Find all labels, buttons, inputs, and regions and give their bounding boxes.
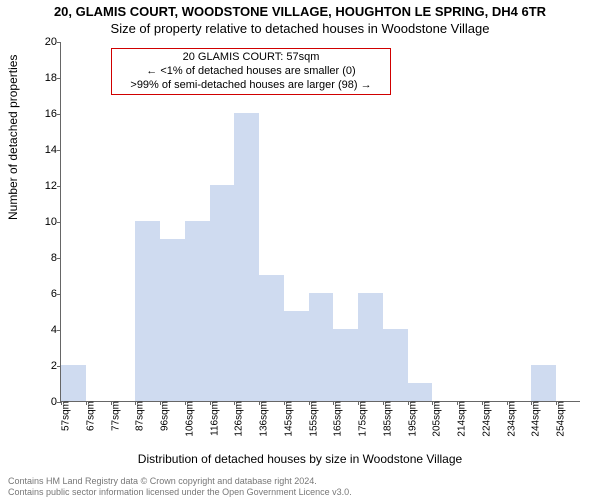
x-tick-label: 195sqm — [405, 401, 418, 437]
y-tick-mark — [57, 258, 61, 259]
y-tick-mark — [57, 294, 61, 295]
x-tick-label: 185sqm — [380, 401, 393, 437]
footer-line-1: Contains HM Land Registry data © Crown c… — [8, 476, 352, 487]
chart-title-main: 20, GLAMIS COURT, WOODSTONE VILLAGE, HOU… — [0, 0, 600, 19]
y-tick-mark — [57, 150, 61, 151]
x-tick-label: 254sqm — [554, 401, 567, 437]
x-tick-label: 126sqm — [232, 401, 245, 437]
histogram-bar — [160, 239, 185, 401]
annotation-box: 20 GLAMIS COURT: 57sqm← <1% of detached … — [111, 48, 391, 95]
x-tick-label: 224sqm — [479, 401, 492, 437]
y-axis-label: Number of detached properties — [6, 55, 20, 220]
histogram-bar — [135, 221, 160, 401]
histogram-bar — [61, 365, 86, 401]
histogram-bar — [531, 365, 556, 401]
x-tick-label: 116sqm — [207, 401, 220, 436]
x-tick-label: 244sqm — [529, 401, 542, 437]
histogram-bar — [333, 329, 358, 401]
y-tick-mark — [57, 222, 61, 223]
y-tick-mark — [57, 42, 61, 43]
x-tick-label: 234sqm — [504, 401, 517, 437]
x-tick-label: 165sqm — [331, 401, 344, 437]
x-tick-label: 77sqm — [108, 401, 121, 431]
annotation-line-2: ← <1% of detached houses are smaller (0) — [116, 65, 386, 79]
plot-area: 0246810121416182057sqm67sqm77sqm87sqm96s… — [60, 42, 580, 402]
histogram-bar — [185, 221, 210, 401]
histogram-bar — [408, 383, 433, 401]
y-tick-mark — [57, 114, 61, 115]
x-tick-label: 96sqm — [158, 401, 171, 431]
histogram-bar — [383, 329, 408, 401]
x-tick-label: 145sqm — [281, 401, 294, 437]
x-tick-label: 57sqm — [59, 401, 72, 431]
chart-title-sub: Size of property relative to detached ho… — [0, 19, 600, 36]
histogram-bar — [234, 113, 259, 401]
y-tick-mark — [57, 330, 61, 331]
annotation-line-3: >99% of semi-detached houses are larger … — [116, 79, 386, 93]
histogram-bar — [284, 311, 309, 401]
x-axis-label: Distribution of detached houses by size … — [0, 452, 600, 466]
x-tick-label: 155sqm — [306, 401, 319, 437]
annotation-line-1: 20 GLAMIS COURT: 57sqm — [116, 51, 386, 65]
footer-line-2: Contains public sector information licen… — [8, 487, 352, 498]
y-tick-mark — [57, 78, 61, 79]
footer-attribution: Contains HM Land Registry data © Crown c… — [8, 476, 352, 498]
x-tick-label: 106sqm — [182, 401, 195, 437]
histogram-bar — [358, 293, 383, 401]
histogram-bar — [210, 185, 235, 401]
histogram-bar — [309, 293, 334, 401]
x-tick-label: 87sqm — [133, 401, 146, 431]
x-tick-label: 214sqm — [455, 401, 468, 437]
y-tick-mark — [57, 186, 61, 187]
histogram-bar — [259, 275, 284, 401]
x-tick-label: 67sqm — [83, 401, 96, 431]
x-tick-label: 175sqm — [356, 401, 369, 437]
x-tick-label: 205sqm — [430, 401, 443, 437]
x-tick-label: 136sqm — [257, 401, 270, 437]
